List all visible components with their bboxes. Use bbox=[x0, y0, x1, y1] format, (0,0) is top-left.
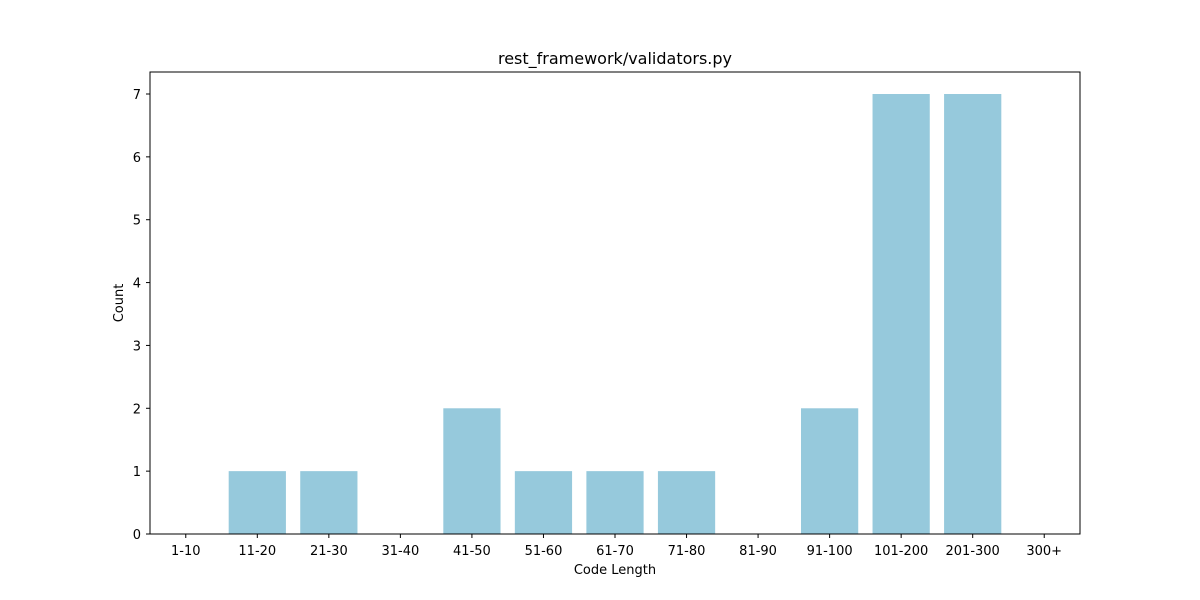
bar-21-30 bbox=[300, 471, 358, 534]
x-axis: 1-10 11-20 21-30 31-40 41-50 51-60 61-70 71-80 8… bbox=[171, 534, 1062, 559]
plot-frame bbox=[149, 71, 1081, 535]
bars-group bbox=[228, 94, 1002, 534]
bar-11-20 bbox=[228, 471, 286, 534]
y-axis-label: Count bbox=[112, 284, 127, 323]
bar-201-300 bbox=[944, 94, 1002, 534]
x-tick-label: 31-40 bbox=[381, 544, 419, 559]
x-tick-label: 300+ bbox=[1026, 544, 1062, 559]
bar-51-60 bbox=[514, 471, 573, 534]
x-axis-label: Code Length bbox=[574, 563, 656, 578]
chart-title: rest_framework/validators.py bbox=[498, 49, 732, 69]
y-tick-label: 4 bbox=[133, 277, 141, 292]
y-tick-label: 6 bbox=[133, 151, 141, 166]
y-tick-label: 2 bbox=[133, 402, 141, 417]
x-tick-label: 11-20 bbox=[238, 544, 276, 559]
bar-91-100 bbox=[801, 408, 859, 534]
y-tick-label: 5 bbox=[133, 214, 141, 229]
x-tick-label: 71-80 bbox=[668, 544, 706, 559]
y-tick-label: 3 bbox=[133, 339, 141, 354]
x-tick-label: 201-300 bbox=[946, 544, 1000, 559]
y-axis: 0 1 2 3 4 5 6 7 bbox=[133, 88, 150, 543]
y-tick-label: 0 bbox=[133, 528, 141, 543]
x-tick-label: 41-50 bbox=[453, 544, 491, 559]
bar-41-50 bbox=[443, 408, 501, 534]
bar-101-200 bbox=[872, 94, 930, 534]
x-tick-label: 101-200 bbox=[874, 544, 928, 559]
y-tick-label: 7 bbox=[133, 88, 141, 103]
bar-71-80 bbox=[657, 471, 716, 534]
x-tick-label: 61-70 bbox=[596, 544, 634, 559]
y-tick-label: 1 bbox=[133, 465, 141, 480]
bar-61-70 bbox=[586, 471, 644, 534]
x-tick-label: 1-10 bbox=[171, 544, 201, 559]
x-tick-label: 81-90 bbox=[739, 544, 777, 559]
x-tick-label: 21-30 bbox=[310, 544, 348, 559]
x-tick-label: 51-60 bbox=[525, 544, 563, 559]
x-tick-label: 91-100 bbox=[807, 544, 853, 559]
